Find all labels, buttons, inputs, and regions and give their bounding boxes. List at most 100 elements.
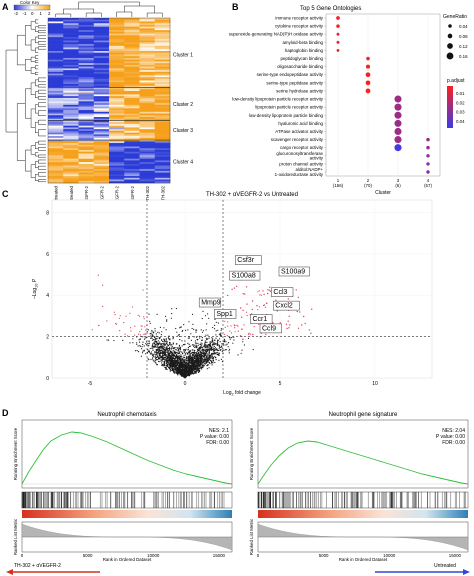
gene-label: Spp1 bbox=[216, 311, 232, 318]
color-key-ticks: -2 -1 0 1 2 bbox=[14, 11, 51, 16]
color-key-tick: 0 bbox=[31, 11, 34, 16]
go-dot bbox=[394, 95, 402, 103]
go-term-label: immune receptor activity bbox=[275, 16, 323, 21]
volcano-title: TH-302 + αVEGFR-2 vs Untreated bbox=[206, 192, 298, 198]
go-dot bbox=[365, 72, 371, 78]
right-arrow-head bbox=[463, 569, 470, 575]
gene-label: Mmp9 bbox=[201, 300, 221, 307]
gsea-ylabel: Running Enrichment Score bbox=[13, 427, 18, 480]
volcano-xtick: 5 bbox=[279, 381, 282, 387]
gsea-stat: FDR: 0.00 bbox=[206, 440, 229, 446]
rank-color-bar bbox=[258, 510, 468, 518]
gsea-rank-ylabel: Ranked List Metric bbox=[249, 518, 254, 555]
gene-label-box bbox=[198, 297, 222, 308]
go-term-label: low-density lipoprotein particle binding bbox=[249, 113, 324, 118]
go-dotplot: Top 5 Gene Ontologies immune receptor act… bbox=[229, 6, 468, 196]
go-dot bbox=[365, 80, 371, 86]
color-legend-title: p.adjust bbox=[447, 78, 465, 84]
go-term-label: proton channel activity bbox=[279, 161, 323, 166]
size-legend-label: 0.08 bbox=[459, 34, 468, 39]
color-legend-label: 0.01 bbox=[456, 91, 465, 96]
volcano-xtick: -5 bbox=[88, 381, 93, 387]
gene-label: Ccl3 bbox=[273, 289, 287, 296]
enrichment-curve bbox=[257, 440, 469, 485]
go-dot bbox=[426, 170, 430, 174]
go-dot bbox=[426, 145, 430, 150]
gene-label-box bbox=[271, 287, 294, 297]
go-dot bbox=[394, 119, 402, 127]
go-dot bbox=[426, 154, 430, 158]
footer-left-label: TH-302 + αVEGFR-2 bbox=[14, 563, 61, 569]
go-term-label: alditol:NADP+ 1-oxidoreductase activity bbox=[275, 167, 324, 177]
color-legend-bar bbox=[447, 86, 453, 128]
gene-label-box bbox=[229, 270, 261, 281]
rank-color-bar bbox=[22, 510, 232, 518]
cluster-tick-label: 1 (156) bbox=[333, 178, 344, 188]
gsea-xtick: 5000 bbox=[83, 553, 93, 558]
go-term-label: serine hydrolase activity bbox=[276, 88, 324, 93]
size-legend-dot bbox=[446, 52, 454, 60]
heatmap-cluster-label: Cluster 4 bbox=[173, 160, 193, 166]
color-key-tick: 2 bbox=[48, 11, 51, 16]
color-legend-label: 0.04 bbox=[456, 119, 465, 124]
gene-label-box bbox=[214, 309, 237, 319]
size-legend-label: 0.04 bbox=[459, 24, 468, 29]
gsea-xtick: 0 bbox=[21, 553, 24, 558]
gsea-stat: FDR: 0.00 bbox=[442, 440, 465, 446]
go-dot bbox=[336, 16, 340, 20]
go-term-label: peptidoglycan binding bbox=[281, 56, 324, 61]
dotplot-xlabel: Cluster bbox=[375, 190, 391, 196]
go-dot bbox=[394, 144, 402, 152]
gsea-title: Neutrophil gene signature bbox=[329, 412, 398, 418]
cluster-tick-label: 2 (70) bbox=[364, 178, 372, 188]
go-dot bbox=[366, 56, 370, 61]
gene-label-box bbox=[273, 300, 300, 311]
heatmap-cluster-label: Cluster 3 bbox=[173, 128, 193, 134]
go-term-label: scavenger receptor activity bbox=[271, 137, 324, 142]
gene-label: S100a9 bbox=[281, 268, 305, 275]
go-term-label: low-density lipoprotein particle recepto… bbox=[232, 97, 324, 102]
gsea-stat: NES: 2.1 bbox=[209, 428, 229, 434]
heatmap-column-label: TH-302 bbox=[145, 185, 150, 200]
volcano-xtick: 10 bbox=[372, 381, 378, 387]
volcano-ytick: 0 bbox=[46, 376, 49, 382]
go-term-label: oligosaccharide binding bbox=[277, 64, 323, 69]
heatmap-column-label: αVEGFR-2 bbox=[99, 185, 104, 207]
size-legend-title: GeneRatio bbox=[443, 14, 467, 20]
go-dot bbox=[336, 24, 340, 28]
gene-label: Csf3r bbox=[237, 257, 254, 264]
go-dot bbox=[336, 49, 340, 52]
cluster-tick-label: 4 (57) bbox=[424, 178, 432, 188]
color-key-tick: -2 bbox=[14, 11, 18, 16]
go-dot bbox=[426, 137, 430, 142]
color-legend-label: 0.02 bbox=[456, 100, 465, 105]
panel-a-letter: A bbox=[2, 2, 9, 12]
gene-label-box bbox=[278, 266, 310, 277]
gene-label: Ccl9 bbox=[262, 325, 276, 332]
size-legend-label: 0.12 bbox=[459, 44, 468, 49]
go-term-label: serine-type endopeptidase activity bbox=[257, 72, 324, 77]
size-legend-dot bbox=[447, 33, 453, 39]
go-term-label: ATPase activator activity bbox=[275, 129, 324, 134]
go-dot bbox=[394, 127, 402, 136]
go-term-label: hyaluronic acid binding bbox=[278, 121, 323, 126]
volcano-ylabel: –Log10 P bbox=[32, 278, 39, 299]
heatmap-column-label: TH-302 bbox=[160, 185, 165, 200]
gsea-stat: P value: 0.00 bbox=[200, 434, 229, 440]
go-term-label: cytokine receptor activity bbox=[275, 24, 324, 29]
size-legend-dot bbox=[447, 43, 453, 49]
gsea-stat: NES: 2.04 bbox=[442, 428, 465, 434]
heatmap-column-label: Untreated bbox=[69, 185, 74, 205]
gene-label-box bbox=[250, 314, 273, 324]
size-legend-label: 0.16 bbox=[459, 54, 468, 59]
gsea-rank-ylabel: Ranked List Metric bbox=[13, 518, 18, 555]
go-term-label: lipoprotein particle receptor activity bbox=[255, 105, 323, 110]
color-key-title: Color Key bbox=[20, 0, 40, 5]
heatmap-cluster-labels: Cluster 1 Cluster 2 Cluster 3 Cluster 4 bbox=[173, 52, 193, 165]
heatmap bbox=[47, 17, 171, 184]
go-dot bbox=[394, 111, 402, 119]
volcano-ytick: 2 bbox=[46, 335, 49, 341]
go-term-label: glucuronosyltransferase activity bbox=[276, 151, 323, 161]
enrichment-curve bbox=[21, 431, 233, 485]
gsea-ylabel: Running Enrichment Score bbox=[249, 427, 254, 480]
